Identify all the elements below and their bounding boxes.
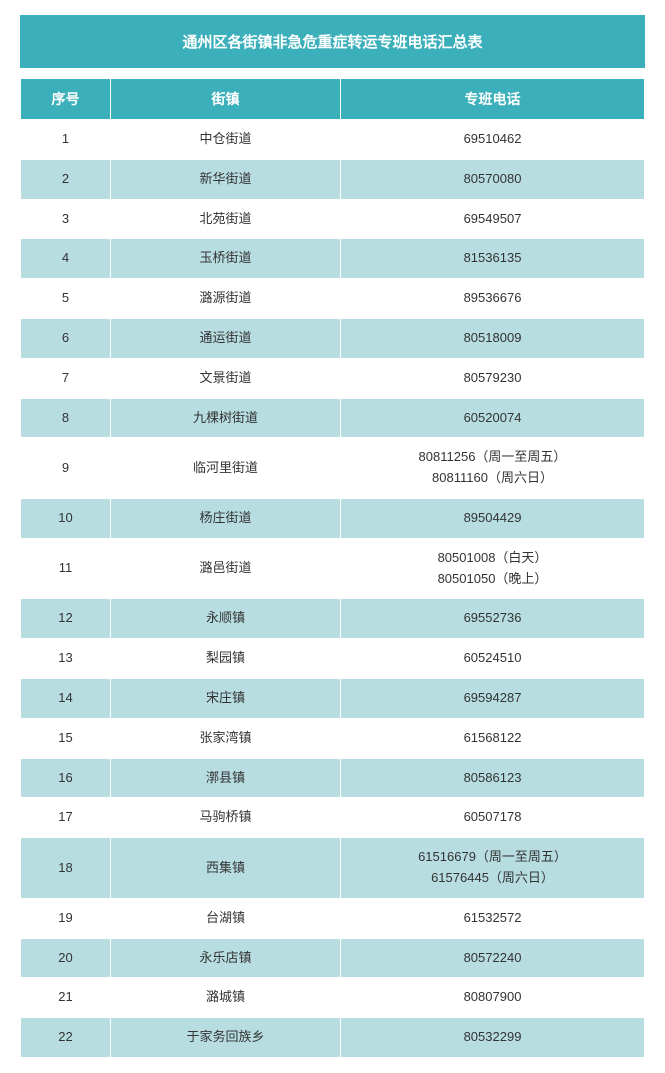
table-row: 20永乐店镇80572240 xyxy=(21,938,645,978)
table-row: 7文景街道80579230 xyxy=(21,358,645,398)
cell-phone: 80811256（周一至周五） 80811160（周六日） xyxy=(341,438,645,499)
cell-index: 13 xyxy=(21,639,111,679)
cell-phone: 89536676 xyxy=(341,279,645,319)
table-row: 8九棵树街道60520074 xyxy=(21,398,645,438)
cell-index: 12 xyxy=(21,599,111,639)
page-title: 通州区各街镇非急危重症转运专班电话汇总表 xyxy=(20,15,645,68)
phone-table: 序号 街镇 专班电话 1中仓街道695104622新华街道805700803北苑… xyxy=(20,78,645,1058)
cell-town: 潞源街道 xyxy=(111,279,341,319)
cell-phone: 80570080 xyxy=(341,159,645,199)
cell-town: 台湖镇 xyxy=(111,898,341,938)
cell-index: 9 xyxy=(21,438,111,499)
table-row: 14宋庄镇69594287 xyxy=(21,678,645,718)
cell-index: 4 xyxy=(21,239,111,279)
cell-town: 临河里街道 xyxy=(111,438,341,499)
table-row: 5潞源街道89536676 xyxy=(21,279,645,319)
cell-index: 15 xyxy=(21,718,111,758)
cell-town: 永顺镇 xyxy=(111,599,341,639)
cell-town: 新华街道 xyxy=(111,159,341,199)
table-row: 16漷县镇80586123 xyxy=(21,758,645,798)
cell-phone: 80807900 xyxy=(341,978,645,1018)
table-row: 13梨园镇60524510 xyxy=(21,639,645,679)
cell-phone: 69549507 xyxy=(341,199,645,239)
cell-town: 永乐店镇 xyxy=(111,938,341,978)
cell-index: 2 xyxy=(21,159,111,199)
col-header-town: 街镇 xyxy=(111,79,341,120)
table-row: 22于家务回族乡80532299 xyxy=(21,1018,645,1058)
table-row: 1中仓街道69510462 xyxy=(21,120,645,160)
cell-index: 16 xyxy=(21,758,111,798)
cell-town: 潞城镇 xyxy=(111,978,341,1018)
table-row: 2新华街道80570080 xyxy=(21,159,645,199)
cell-index: 19 xyxy=(21,898,111,938)
cell-index: 1 xyxy=(21,120,111,160)
cell-phone: 61532572 xyxy=(341,898,645,938)
cell-index: 3 xyxy=(21,199,111,239)
cell-town: 西集镇 xyxy=(111,838,341,899)
table-row: 18西集镇61516679（周一至周五） 61576445（周六日） xyxy=(21,838,645,899)
cell-phone: 61516679（周一至周五） 61576445（周六日） xyxy=(341,838,645,899)
cell-index: 11 xyxy=(21,538,111,599)
cell-phone: 60507178 xyxy=(341,798,645,838)
cell-town: 于家务回族乡 xyxy=(111,1018,341,1058)
cell-phone: 69552736 xyxy=(341,599,645,639)
cell-town: 张家湾镇 xyxy=(111,718,341,758)
cell-town: 玉桥街道 xyxy=(111,239,341,279)
table-row: 9临河里街道80811256（周一至周五） 80811160（周六日） xyxy=(21,438,645,499)
cell-town: 潞邑街道 xyxy=(111,538,341,599)
col-header-phone: 专班电话 xyxy=(341,79,645,120)
table-row: 10杨庄街道89504429 xyxy=(21,498,645,538)
cell-phone: 80518009 xyxy=(341,318,645,358)
cell-index: 18 xyxy=(21,838,111,899)
cell-index: 22 xyxy=(21,1018,111,1058)
cell-town: 文景街道 xyxy=(111,358,341,398)
cell-phone: 80579230 xyxy=(341,358,645,398)
cell-town: 通运街道 xyxy=(111,318,341,358)
cell-phone: 80572240 xyxy=(341,938,645,978)
cell-town: 漷县镇 xyxy=(111,758,341,798)
cell-phone: 80532299 xyxy=(341,1018,645,1058)
cell-town: 九棵树街道 xyxy=(111,398,341,438)
cell-index: 6 xyxy=(21,318,111,358)
table-row: 3北苑街道69549507 xyxy=(21,199,645,239)
table-row: 6通运街道80518009 xyxy=(21,318,645,358)
cell-phone: 89504429 xyxy=(341,498,645,538)
cell-town: 马驹桥镇 xyxy=(111,798,341,838)
cell-phone: 80586123 xyxy=(341,758,645,798)
cell-index: 17 xyxy=(21,798,111,838)
cell-index: 14 xyxy=(21,678,111,718)
table-row: 12永顺镇69552736 xyxy=(21,599,645,639)
cell-phone: 80501008（白天） 80501050（晚上） xyxy=(341,538,645,599)
cell-phone: 69594287 xyxy=(341,678,645,718)
cell-index: 10 xyxy=(21,498,111,538)
table-row: 17马驹桥镇60507178 xyxy=(21,798,645,838)
table-row: 15张家湾镇61568122 xyxy=(21,718,645,758)
cell-index: 20 xyxy=(21,938,111,978)
col-header-index: 序号 xyxy=(21,79,111,120)
cell-town: 梨园镇 xyxy=(111,639,341,679)
cell-index: 5 xyxy=(21,279,111,319)
cell-phone: 60520074 xyxy=(341,398,645,438)
cell-town: 北苑街道 xyxy=(111,199,341,239)
cell-town: 杨庄街道 xyxy=(111,498,341,538)
cell-phone: 61568122 xyxy=(341,718,645,758)
cell-index: 21 xyxy=(21,978,111,1018)
cell-phone: 69510462 xyxy=(341,120,645,160)
table-row: 4玉桥街道81536135 xyxy=(21,239,645,279)
cell-phone: 60524510 xyxy=(341,639,645,679)
cell-phone: 81536135 xyxy=(341,239,645,279)
cell-town: 宋庄镇 xyxy=(111,678,341,718)
table-row: 19台湖镇61532572 xyxy=(21,898,645,938)
table-row: 11潞邑街道80501008（白天） 80501050（晚上） xyxy=(21,538,645,599)
table-row: 21潞城镇80807900 xyxy=(21,978,645,1018)
cell-index: 7 xyxy=(21,358,111,398)
cell-town: 中仓街道 xyxy=(111,120,341,160)
cell-index: 8 xyxy=(21,398,111,438)
